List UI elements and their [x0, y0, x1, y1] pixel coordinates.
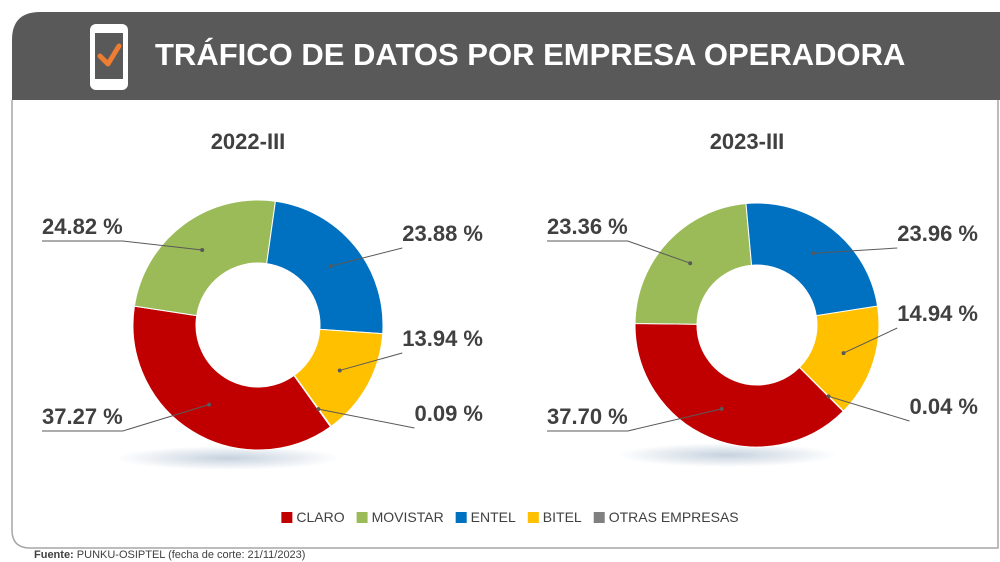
legend-label: ENTEL	[471, 509, 516, 525]
source-label: Fuente:	[34, 549, 74, 561]
slice	[132, 305, 332, 451]
slice	[133, 199, 277, 317]
leader-dot	[328, 264, 333, 269]
value-label: 24.82 %	[42, 214, 123, 239]
slice	[745, 202, 879, 317]
source-text: PUNKU-OSIPTEL (fecha de corte: 21/11/202…	[77, 549, 306, 561]
shadow	[617, 443, 837, 467]
value-label: 13.94 %	[402, 326, 483, 351]
value-label: 23.88 %	[402, 221, 483, 246]
value-label: 37.27 %	[42, 404, 123, 429]
legend-swatch	[593, 512, 605, 523]
leader-line	[339, 352, 403, 371]
slice	[266, 200, 384, 335]
slice	[634, 202, 753, 325]
legend-label: BITEL	[543, 509, 582, 525]
leader-line	[42, 240, 203, 251]
leader-dot	[200, 247, 205, 252]
phone-icon	[90, 24, 128, 90]
legend-swatch	[356, 512, 368, 523]
slice	[293, 374, 332, 428]
chart-title: 2022-III	[211, 129, 286, 154]
header-band	[12, 12, 1000, 100]
leader-dot	[826, 394, 831, 399]
leader-dot	[337, 368, 342, 373]
value-label: 14.94 %	[897, 301, 978, 326]
legend-swatch	[281, 512, 293, 523]
legend-label: CLARO	[296, 509, 344, 525]
shadow	[115, 446, 341, 470]
value-label: 23.96 %	[897, 221, 978, 246]
leader-line	[843, 327, 898, 354]
leader-line	[42, 404, 210, 432]
legend: CLARO MOVISTAR ENTEL BITEL OTRAS EMPRESAS	[281, 509, 739, 525]
slice	[634, 322, 844, 448]
leader-line	[547, 240, 691, 264]
slice	[798, 366, 845, 412]
leader-dot	[688, 261, 693, 266]
legend-swatch	[527, 512, 539, 523]
value-label: 0.09 %	[415, 401, 484, 426]
leader-line	[812, 247, 898, 254]
leader-line	[547, 408, 722, 432]
header-title: TRÁFICO DE DATOS POR EMPRESA OPERADORA	[155, 37, 905, 72]
chart-title: 2023-III	[710, 129, 785, 154]
leader-dot	[810, 251, 815, 256]
value-label: 0.04 %	[910, 394, 979, 419]
leader-line	[318, 408, 415, 429]
value-label: 23.36 %	[547, 214, 628, 239]
value-label: 37.70 %	[547, 404, 628, 429]
legend-label: MOVISTAR	[372, 509, 444, 525]
leader-dot	[207, 402, 212, 407]
legend-label: OTRAS EMPRESAS	[609, 509, 739, 525]
leader-dot	[719, 406, 724, 411]
leader-line	[330, 247, 403, 267]
leader-dot	[316, 407, 321, 412]
source: Fuente: PUNKU-OSIPTEL (fecha de corte: 2…	[34, 549, 305, 561]
leader-dot	[841, 351, 846, 356]
legend-swatch	[455, 512, 467, 523]
leader-line	[828, 395, 910, 422]
